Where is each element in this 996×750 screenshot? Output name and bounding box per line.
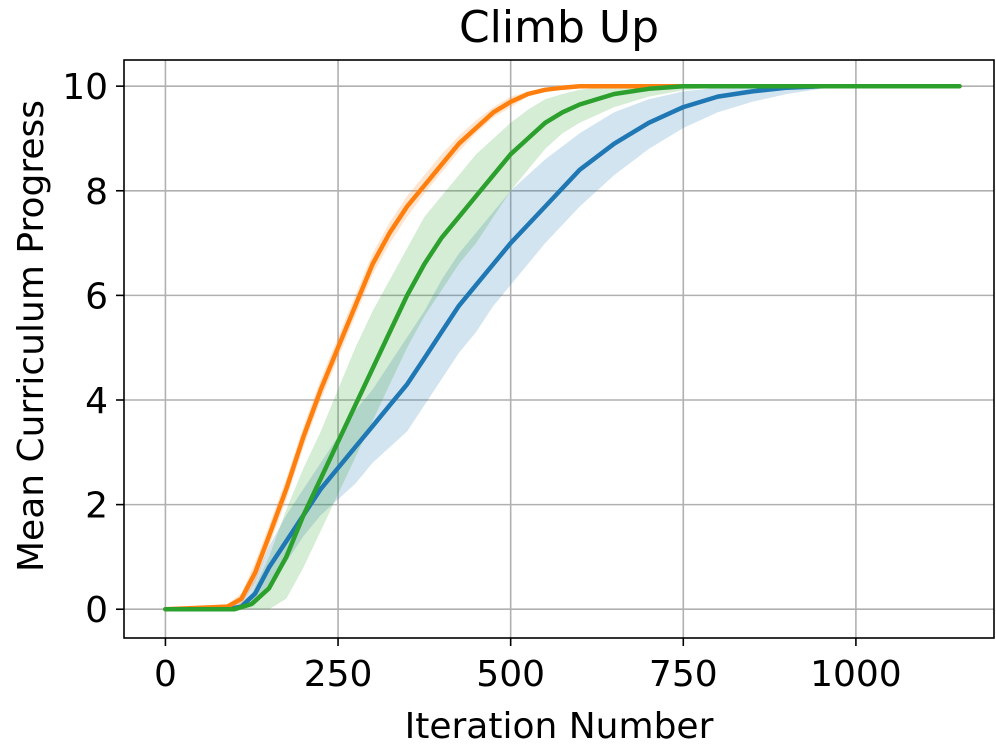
y-tick-label-4: 8: [85, 172, 108, 213]
x-tick-label-2: 500: [476, 654, 545, 695]
x-tick-label-3: 750: [649, 654, 718, 695]
series-2-line: [163, 83, 962, 612]
y-tick-label-0: 0: [85, 590, 108, 631]
x-axis-label: Iteration Number: [405, 706, 714, 747]
chart-title: Climb Up: [459, 2, 659, 53]
axis-ticks: 0 250 500 750 1000 0 2 4 6 8 10: [62, 67, 902, 695]
x-tick-label-1: 250: [304, 654, 373, 695]
y-tick-label-1: 2: [85, 486, 108, 527]
y-axis-label: Mean Curriculum Progress: [11, 100, 52, 572]
y-tick-label-5: 10: [62, 67, 108, 108]
plot-frame: [123, 59, 995, 639]
grid: [124, 60, 994, 638]
x-tick-label-4: 1000: [810, 654, 902, 695]
y-tick-label-2: 4: [85, 381, 108, 422]
series-lines: [163, 83, 962, 612]
y-tick-label-3: 6: [85, 276, 108, 317]
x-tick-label-0: 0: [154, 654, 177, 695]
confidence-bands: [165, 86, 960, 610]
